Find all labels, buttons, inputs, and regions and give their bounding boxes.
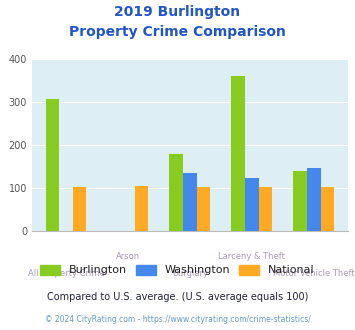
Bar: [73, 187, 87, 231]
Text: © 2024 CityRating.com - https://www.cityrating.com/crime-statistics/: © 2024 CityRating.com - https://www.city…: [45, 315, 310, 324]
Bar: [259, 187, 272, 231]
Bar: [321, 187, 334, 231]
Bar: [135, 186, 148, 231]
Bar: [293, 171, 307, 231]
Bar: [197, 187, 211, 231]
Text: Compared to U.S. average. (U.S. average equals 100): Compared to U.S. average. (U.S. average …: [47, 292, 308, 302]
Text: Arson: Arson: [116, 251, 140, 261]
Bar: [45, 99, 59, 231]
Text: Larceny & Theft: Larceny & Theft: [218, 251, 285, 261]
Text: Property Crime Comparison: Property Crime Comparison: [69, 25, 286, 39]
Text: Motor Vehicle Theft: Motor Vehicle Theft: [273, 269, 355, 278]
Bar: [183, 173, 197, 231]
Text: All Property Crime: All Property Crime: [28, 269, 104, 278]
Bar: [307, 168, 321, 231]
Bar: [169, 154, 183, 231]
Bar: [245, 178, 259, 231]
Legend: Burlington, Washington, National: Burlington, Washington, National: [40, 265, 315, 275]
Bar: [231, 76, 245, 231]
Text: 2019 Burlington: 2019 Burlington: [114, 5, 241, 19]
Text: Burglary: Burglary: [172, 269, 208, 278]
